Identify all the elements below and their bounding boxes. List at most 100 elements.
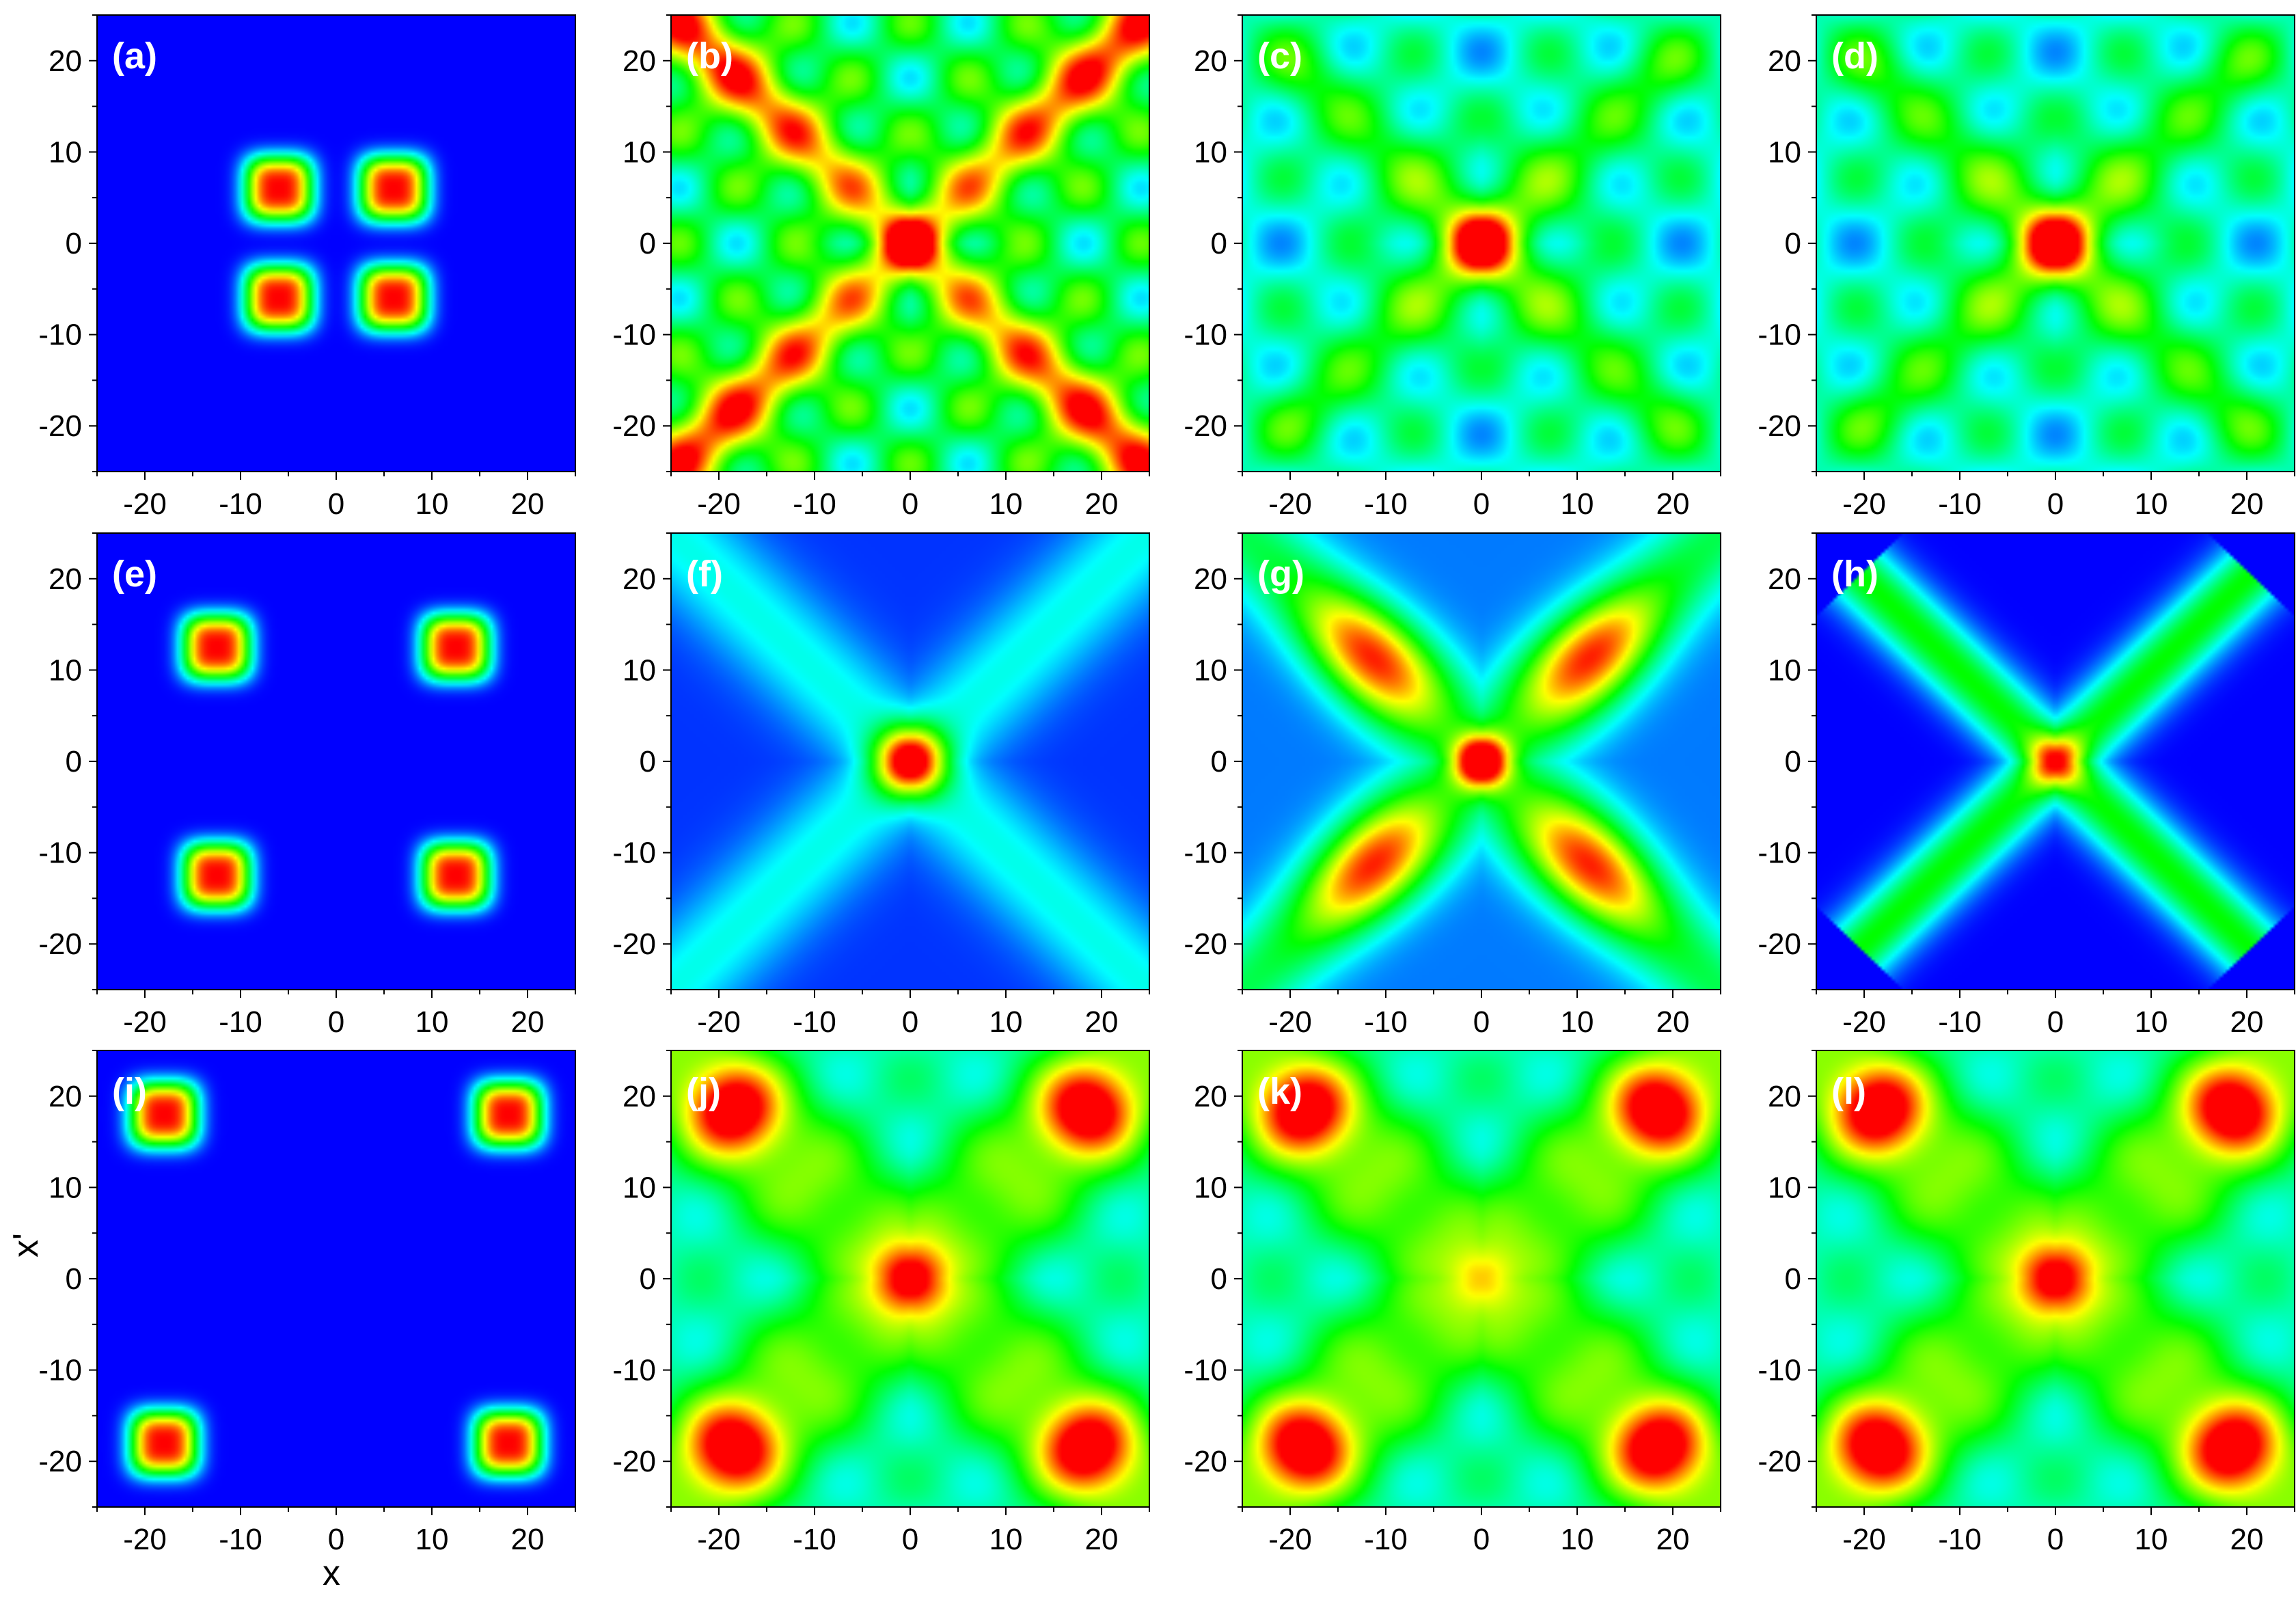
y-tick-label-f: 0 xyxy=(640,745,656,778)
heatmap-panel-f: -20 -10 0 10 20 -20 -10 0 10 20 (f) xyxy=(612,532,1150,1039)
panel-label-g: (g) xyxy=(1257,554,1304,595)
heatmap-image-i xyxy=(97,1050,575,1507)
y-tick-label-h: 0 xyxy=(1785,745,1801,778)
heatmap-panel-b: -20 -10 0 10 20 -20 -10 0 10 20 (b) xyxy=(612,14,1150,521)
y-tick-label-g: 20 xyxy=(1194,562,1227,596)
x-tick-label-g: 0 xyxy=(1473,1005,1490,1039)
x-tick-label-k: 20 xyxy=(1656,1523,1690,1556)
x-tick-label-l: 0 xyxy=(2047,1523,2064,1556)
panel-label-h: (h) xyxy=(1831,554,1878,595)
y-tick-label-i: 20 xyxy=(49,1080,82,1113)
x-tick-label-b: 20 xyxy=(1085,487,1119,521)
heatmap-panel-l: -20 -10 0 10 20 -20 -10 0 10 20 (l) xyxy=(1758,1050,2295,1556)
x-tick-label-j: 0 xyxy=(902,1523,918,1556)
y-tick-label-e: 0 xyxy=(66,745,82,778)
y-tick-label-c: -10 xyxy=(1184,318,1227,352)
y-tick-label-b: 10 xyxy=(623,135,656,169)
y-tick-label-h: -10 xyxy=(1758,837,1801,870)
heatmap-image-j xyxy=(671,1050,1149,1507)
y-tick-label-f: 10 xyxy=(623,653,656,687)
y-tick-label-k: 20 xyxy=(1194,1080,1227,1113)
y-tick-label-l: 20 xyxy=(1768,1080,1801,1113)
x-tick-label-j: 10 xyxy=(989,1523,1023,1556)
x-tick-label-g: 20 xyxy=(1656,1005,1690,1039)
y-tick-label-k: -20 xyxy=(1184,1445,1227,1478)
y-tick-label-g: 10 xyxy=(1194,653,1227,687)
x-tick-label-c: 10 xyxy=(1561,487,1594,521)
y-tick-label-f: -10 xyxy=(612,837,656,870)
y-tick-label-c: 10 xyxy=(1194,135,1227,169)
y-tick-label-c: 0 xyxy=(1211,227,1227,260)
y-tick-label-b: 0 xyxy=(640,227,656,260)
panel-label-j: (j) xyxy=(686,1071,721,1112)
y-tick-label-h: -20 xyxy=(1758,927,1801,961)
y-tick-label-i: 0 xyxy=(66,1262,82,1296)
x-tick-label-b: -20 xyxy=(697,487,741,521)
x-tick-label-a: -10 xyxy=(219,487,262,521)
panel-label-k: (k) xyxy=(1257,1071,1302,1112)
x-tick-label-l: -20 xyxy=(1842,1523,1886,1556)
x-tick-label-e: -10 xyxy=(219,1005,262,1039)
x-tick-label-i: -10 xyxy=(219,1523,262,1556)
x-tick-label-c: -20 xyxy=(1268,487,1312,521)
heatmap-image-d xyxy=(1816,15,2295,472)
y-tick-label-i: -20 xyxy=(38,1445,82,1478)
y-tick-label-a: -20 xyxy=(38,409,82,443)
y-tick-label-j: -20 xyxy=(612,1445,656,1478)
x-tick-label-j: 20 xyxy=(1085,1523,1119,1556)
y-tick-label-e: -20 xyxy=(38,927,82,961)
x-tick-label-h: 10 xyxy=(2135,1005,2168,1039)
x-tick-label-h: 20 xyxy=(2230,1005,2264,1039)
x-tick-label-c: -10 xyxy=(1364,487,1408,521)
heatmap-image-c xyxy=(1242,15,1721,472)
heatmap-panel-i: -20 -10 0 10 20 -20 -10 0 10 20 (i) xyxy=(38,1050,576,1556)
panel-label-b: (b) xyxy=(686,36,733,77)
x-tick-label-h: 0 xyxy=(2047,1005,2064,1039)
panel-label-a: (a) xyxy=(112,36,157,77)
y-tick-label-l: -20 xyxy=(1758,1445,1801,1478)
y-tick-label-e: 10 xyxy=(49,653,82,687)
heatmap-image-e xyxy=(97,533,575,990)
y-tick-label-c: 20 xyxy=(1194,44,1227,78)
y-tick-label-g: -10 xyxy=(1184,837,1227,870)
y-tick-label-d: 20 xyxy=(1768,44,1801,78)
y-tick-label-a: 0 xyxy=(66,227,82,260)
y-tick-label-b: -20 xyxy=(612,409,656,443)
heatmap-image-l xyxy=(1816,1050,2295,1507)
y-tick-label-b: 20 xyxy=(623,44,656,78)
heatmap-panel-c: -20 -10 0 10 20 -20 -10 0 10 20 (c) xyxy=(1184,14,1721,521)
x-tick-label-i: 10 xyxy=(415,1523,449,1556)
x-tick-label-k: 10 xyxy=(1561,1523,1594,1556)
y-tick-label-l: 0 xyxy=(1785,1262,1801,1296)
heatmap-image-f xyxy=(671,533,1149,990)
x-tick-label-a: -20 xyxy=(123,487,167,521)
x-tick-label-h: -20 xyxy=(1842,1005,1886,1039)
y-tick-label-d: -10 xyxy=(1758,318,1801,352)
x-tick-label-k: 0 xyxy=(1473,1523,1490,1556)
x-tick-label-e: 0 xyxy=(328,1005,344,1039)
panel-label-c: (c) xyxy=(1257,36,1302,77)
x-tick-label-i: 20 xyxy=(511,1523,545,1556)
y-tick-label-g: -20 xyxy=(1184,927,1227,961)
y-tick-label-h: 20 xyxy=(1768,562,1801,596)
y-tick-label-f: 20 xyxy=(623,562,656,596)
x-tick-label-f: -10 xyxy=(793,1005,836,1039)
panel-label-i: (i) xyxy=(112,1071,147,1112)
x-tick-label-j: -20 xyxy=(697,1523,741,1556)
x-tick-label-f: 0 xyxy=(902,1005,918,1039)
heatmap-image-a xyxy=(97,15,575,472)
heatmap-panel-j: -20 -10 0 10 20 -20 -10 0 10 20 (j) xyxy=(612,1050,1150,1556)
y-tick-label-j: 0 xyxy=(640,1262,656,1296)
y-tick-label-k: 0 xyxy=(1211,1262,1227,1296)
x-tick-label-b: -10 xyxy=(793,487,836,521)
y-tick-label-b: -10 xyxy=(612,318,656,352)
x-tick-label-f: 20 xyxy=(1085,1005,1119,1039)
y-tick-label-j: -10 xyxy=(612,1354,656,1387)
x-tick-label-g: -10 xyxy=(1364,1005,1408,1039)
panel-label-f: (f) xyxy=(686,554,723,595)
y-tick-label-d: 10 xyxy=(1768,135,1801,169)
y-tick-label-j: 10 xyxy=(623,1171,656,1204)
y-tick-label-c: -20 xyxy=(1184,409,1227,443)
panel-label-e: (e) xyxy=(112,554,157,595)
